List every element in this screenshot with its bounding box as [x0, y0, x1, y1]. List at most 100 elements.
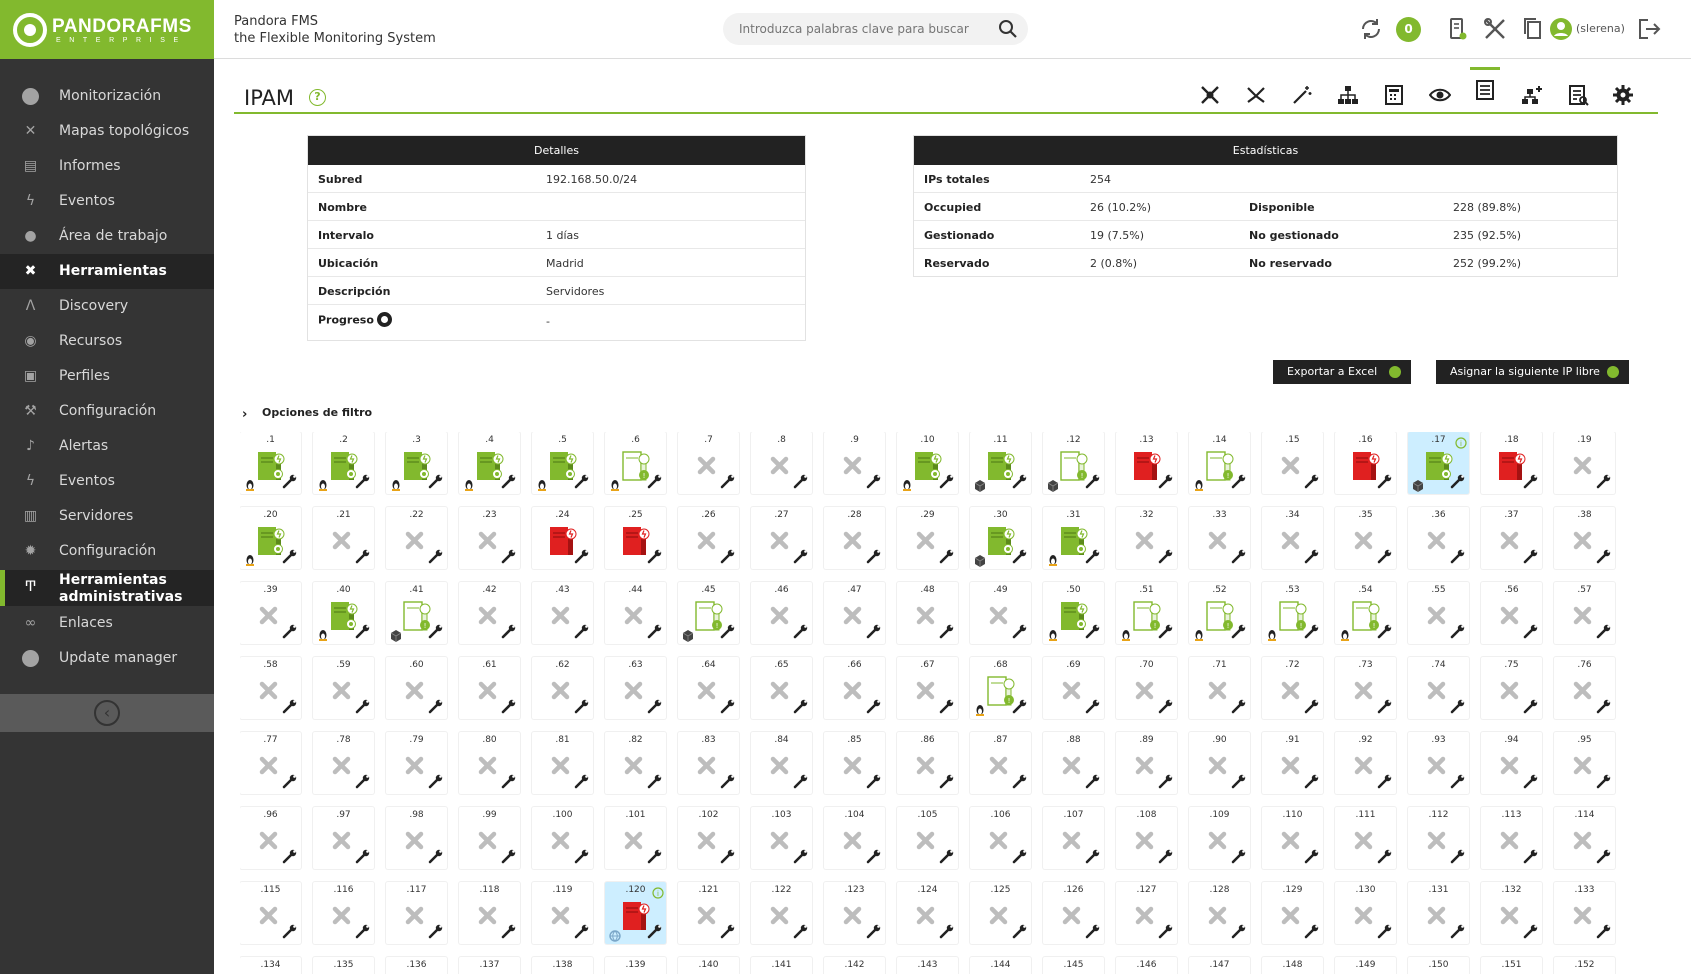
- ip-cell[interactable]: .146: [1116, 957, 1177, 974]
- sidebar-item-recursos[interactable]: ◉ Recursos: [0, 324, 214, 359]
- server-status-icon[interactable]: [1444, 16, 1470, 42]
- ip-cell[interactable]: .81: [532, 732, 593, 794]
- ip-cell[interactable]: .22: [386, 507, 447, 569]
- ip-cell[interactable]: .44: [605, 582, 666, 644]
- ip-cell[interactable]: .82: [605, 732, 666, 794]
- ip-cell[interactable]: .94: [1481, 732, 1542, 794]
- sidebar-item-herramientas-admin[interactable]: Ͳ Herramientas administrativas: [0, 570, 214, 606]
- ip-cell[interactable]: .124: [897, 882, 958, 944]
- ip-cell[interactable]: .65: [751, 657, 812, 719]
- ip-cell[interactable]: .109: [1189, 807, 1250, 869]
- ip-cell[interactable]: .98: [386, 807, 447, 869]
- ip-cell[interactable]: .24: [532, 507, 593, 569]
- sidebar-item-herramientas[interactable]: ✖ Herramientas: [0, 254, 214, 289]
- ip-cell[interactable]: .50: [1043, 582, 1104, 644]
- ip-cell[interactable]: .97: [313, 807, 374, 869]
- ip-cell[interactable]: .103: [751, 807, 812, 869]
- ip-cell[interactable]: .27: [751, 507, 812, 569]
- ip-cell[interactable]: .58: [240, 657, 301, 719]
- ip-cell[interactable]: .83: [678, 732, 739, 794]
- ip-cell[interactable]: .32: [1116, 507, 1177, 569]
- sidebar-item-perfiles[interactable]: ▣ Perfiles: [0, 359, 214, 394]
- ip-cell[interactable]: .43: [532, 582, 593, 644]
- search-input[interactable]: [723, 13, 1028, 45]
- ip-cell[interactable]: .110: [1262, 807, 1323, 869]
- ip-cell[interactable]: .73: [1335, 657, 1396, 719]
- ip-cell[interactable]: .64: [678, 657, 739, 719]
- ip-cell[interactable]: .112: [1408, 807, 1469, 869]
- ip-cell[interactable]: .140: [678, 957, 739, 974]
- sidebar-item-informes[interactable]: ▤ Informes: [0, 149, 214, 184]
- ip-cell[interactable]: .93: [1408, 732, 1469, 794]
- ip-cell[interactable]: .127: [1116, 882, 1177, 944]
- ip-cell[interactable]: .90: [1189, 732, 1250, 794]
- logout-icon[interactable]: [1636, 16, 1662, 42]
- ip-cell[interactable]: .63: [605, 657, 666, 719]
- ip-cell[interactable]: .87: [970, 732, 1031, 794]
- ip-cell[interactable]: .106: [970, 807, 1031, 869]
- export-excel-button[interactable]: Exportar a Excel: [1273, 360, 1411, 384]
- ip-cell[interactable]: .102: [678, 807, 739, 869]
- ip-cell[interactable]: .151: [1481, 957, 1542, 974]
- ip-cell[interactable]: .120 i: [605, 882, 666, 944]
- ip-cell[interactable]: .38: [1554, 507, 1615, 569]
- ip-cell[interactable]: .134: [240, 957, 301, 974]
- ip-cell[interactable]: .132: [1481, 882, 1542, 944]
- ip-cell[interactable]: .91: [1262, 732, 1323, 794]
- ip-cell[interactable]: .76: [1554, 657, 1615, 719]
- ip-cell[interactable]: .92: [1335, 732, 1396, 794]
- ip-cell[interactable]: .125: [970, 882, 1031, 944]
- ip-cell[interactable]: .7: [678, 432, 739, 494]
- ip-cell[interactable]: .49: [970, 582, 1031, 644]
- ip-cell[interactable]: .69: [1043, 657, 1104, 719]
- logo[interactable]: PANDORAFMS ENTERPRISE: [0, 0, 214, 59]
- ip-cell[interactable]: .26: [678, 507, 739, 569]
- ip-cell[interactable]: .70: [1116, 657, 1177, 719]
- ip-cell[interactable]: .19: [1554, 432, 1615, 494]
- collapse-sidebar-icon[interactable]: ‹: [94, 700, 120, 726]
- ip-cell[interactable]: .53!: [1262, 582, 1323, 644]
- ip-cell[interactable]: .29: [897, 507, 958, 569]
- sidebar-item-area-trabajo[interactable]: ● Área de trabajo: [0, 219, 214, 254]
- ip-cell[interactable]: .8: [751, 432, 812, 494]
- ip-cell[interactable]: .74: [1408, 657, 1469, 719]
- ip-cell[interactable]: .68!: [970, 657, 1031, 719]
- ip-cell[interactable]: .66: [824, 657, 885, 719]
- ip-cell[interactable]: .37: [1481, 507, 1542, 569]
- ip-cell[interactable]: .71: [1189, 657, 1250, 719]
- ip-cell[interactable]: .57: [1554, 582, 1615, 644]
- ip-cell[interactable]: .104: [824, 807, 885, 869]
- ip-cell[interactable]: .1: [240, 432, 301, 494]
- sidebar-item-servidores[interactable]: ▥ Servidores: [0, 499, 214, 534]
- ip-cell[interactable]: .15: [1262, 432, 1323, 494]
- ip-cell[interactable]: .48: [897, 582, 958, 644]
- ip-cell[interactable]: .5: [532, 432, 593, 494]
- ip-cell[interactable]: .4: [459, 432, 520, 494]
- sidebar-item-alertas[interactable]: ♪ Alertas: [0, 429, 214, 464]
- ip-cell[interactable]: .75: [1481, 657, 1542, 719]
- user-name[interactable]: (slerena): [1576, 22, 1625, 35]
- ip-cell[interactable]: .111: [1335, 807, 1396, 869]
- ip-cell[interactable]: .35: [1335, 507, 1396, 569]
- ip-cell[interactable]: .144: [970, 957, 1031, 974]
- ip-cell[interactable]: .16: [1335, 432, 1396, 494]
- ip-cell[interactable]: .123: [824, 882, 885, 944]
- ip-cell[interactable]: .115: [240, 882, 301, 944]
- ip-cell[interactable]: .113: [1481, 807, 1542, 869]
- ip-cell[interactable]: .46: [751, 582, 812, 644]
- tab-hierarchy[interactable]: [1333, 80, 1363, 110]
- ip-cell[interactable]: .131: [1408, 882, 1469, 944]
- ip-cell[interactable]: .20: [240, 507, 301, 569]
- tab-network-add[interactable]: [1517, 80, 1547, 110]
- ip-cell[interactable]: .143: [897, 957, 958, 974]
- ip-cell[interactable]: .12!: [1043, 432, 1104, 494]
- tab-report[interactable]: [1563, 80, 1593, 110]
- ip-cell[interactable]: .34: [1262, 507, 1323, 569]
- tab-network-map[interactable]: [1195, 80, 1225, 110]
- ip-cell[interactable]: .128: [1189, 882, 1250, 944]
- ip-cell[interactable]: .72: [1262, 657, 1323, 719]
- sidebar-item-mapas[interactable]: ✕ Mapas topológicos: [0, 114, 214, 149]
- ip-cell[interactable]: .85: [824, 732, 885, 794]
- ip-cell[interactable]: .99: [459, 807, 520, 869]
- tab-wizard[interactable]: [1287, 80, 1317, 110]
